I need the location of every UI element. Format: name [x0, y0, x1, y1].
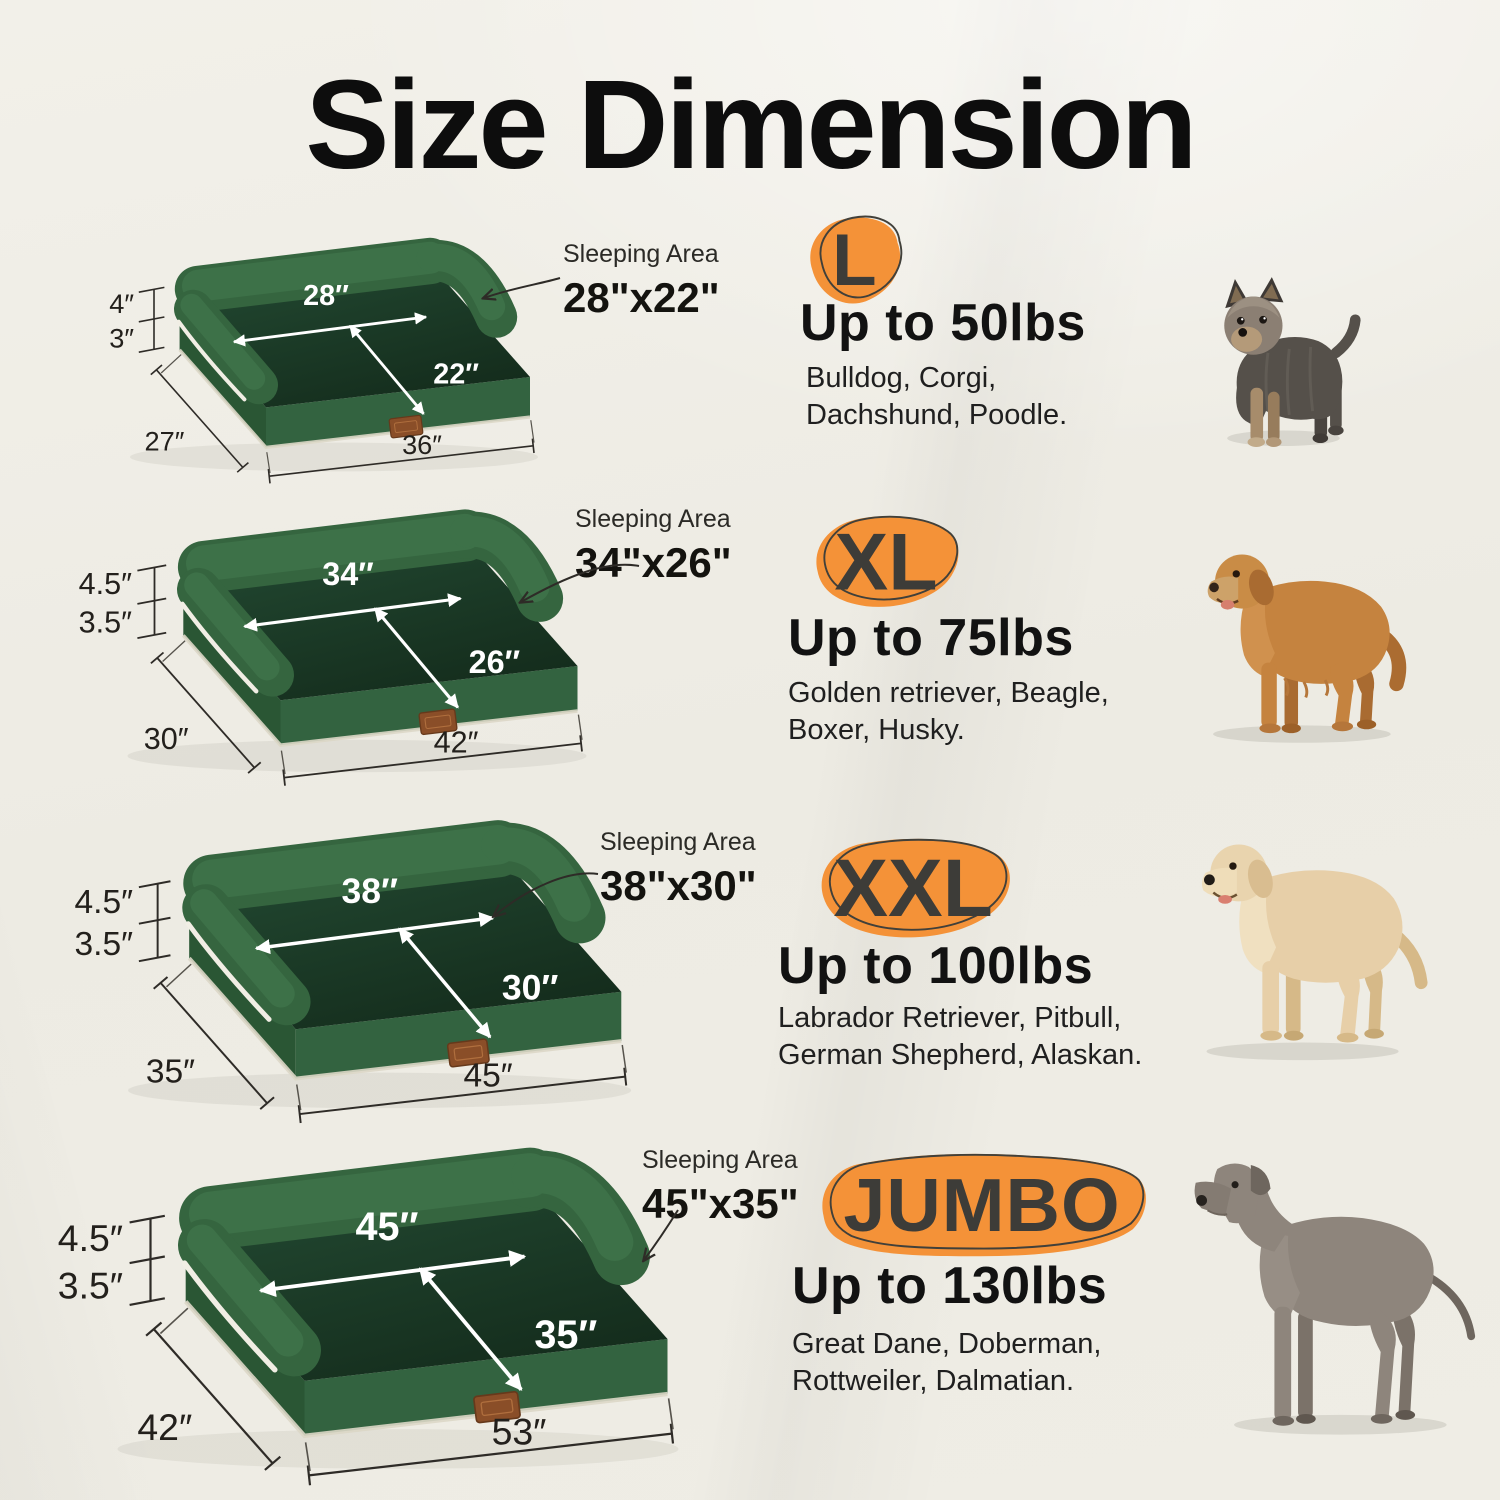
dim-base-height-label: 3.5″	[79, 606, 133, 640]
callout-arrow-icon	[513, 563, 640, 612]
dim-surface-width-label: 38″	[341, 871, 397, 911]
sleeping-area-value: 34"x26"	[575, 539, 732, 586]
breed-list: Golden retriever, Beagle, Boxer, Husky.	[788, 677, 1109, 746]
dim-outer-width-label: 45″	[464, 1057, 513, 1094]
dim-surface-width-label: 34″	[322, 556, 374, 592]
dim-base-height-label: 3.5″	[58, 1264, 123, 1306]
size-badge-xl-label: XL	[834, 517, 937, 607]
page-title: Size Dimension	[305, 54, 1197, 195]
dim-bolster-height-label: 4″	[109, 288, 134, 319]
dim-outer-depth-label: 27″	[144, 426, 184, 457]
dim-surface-depth-label: 35″	[534, 1313, 597, 1357]
dim-surface-width-label: 28″	[303, 280, 349, 312]
weight-limit: Up to 130lbs	[792, 1257, 1108, 1315]
callout-arrow-icon	[486, 872, 599, 924]
dim-base-height-label: 3″	[109, 322, 134, 353]
dim-bolster-height-label: 4.5″	[58, 1217, 123, 1259]
breed-list: Bulldog, Corgi, Dachshund, Poodle.	[806, 362, 1068, 431]
dim-outer-depth-label: 42″	[137, 1406, 192, 1448]
sleeping-area-callout: Sleeping Area 38"x30"	[600, 828, 757, 910]
golden-retriever-photo	[1207, 554, 1407, 743]
size-badge-xl: XL	[816, 515, 959, 607]
sleeping-area-value: 28"x22"	[563, 274, 720, 321]
size-badge-xxl: XXL	[821, 838, 1010, 938]
yorkshire-terrier-photo	[1224, 277, 1361, 447]
size-badge-l: L	[810, 215, 903, 304]
size-badge-xxl-label: XXL	[833, 843, 992, 934]
weight-limit: Up to 75lbs	[788, 609, 1074, 667]
great-dane-photo	[1194, 1163, 1476, 1435]
sleeping-area-callout: Sleeping Area 45"x35"	[642, 1146, 799, 1228]
size-badge-jumbo: JUMBO	[822, 1153, 1146, 1257]
dim-outer-width-label: 53″	[492, 1411, 547, 1453]
dog-bed-illustration: 28″ 22″ 4″ 3″ 27″ 36″	[0, 185, 630, 481]
dim-outer-depth-label: 30″	[144, 722, 189, 756]
sleeping-area-label: Sleeping Area	[642, 1146, 798, 1174]
dim-outer-width-label: 42″	[434, 725, 479, 759]
sleeping-area-callout: Sleeping Area 28"x22"	[563, 240, 720, 322]
callout-arrow-icon	[638, 1209, 679, 1266]
sleeping-area-label: Sleeping Area	[600, 828, 756, 856]
sleeping-area-value: 45"x35"	[642, 1180, 799, 1227]
dog-bed-illustration: 34″ 26″ 4.5″ 3.5″ 30″ 42″	[79, 450, 690, 783]
dim-surface-depth-label: 30″	[502, 968, 559, 1008]
sleeping-area-callout: Sleeping Area 34"x26"	[575, 505, 732, 587]
size-badge-l-label: L	[832, 220, 877, 301]
breed-list: Labrador Retriever, Pitbull, German Shep…	[778, 1002, 1143, 1071]
dim-bolster-height-label: 4.5″	[74, 884, 133, 921]
weight-limit: Up to 100lbs	[778, 937, 1094, 995]
dim-surface-width-label: 45″	[355, 1205, 418, 1249]
dim-bolster-height-label: 4.5″	[79, 567, 133, 601]
weight-limit: Up to 50lbs	[800, 294, 1086, 352]
dim-surface-depth-label: 26″	[469, 644, 521, 680]
size-badge-jumbo-label: JUMBO	[843, 1163, 1120, 1247]
dim-base-height-label: 3.5″	[74, 926, 133, 963]
labrador-retriever-photo	[1201, 844, 1428, 1061]
dim-outer-depth-label: 35″	[146, 1054, 195, 1091]
sleeping-area-label: Sleeping Area	[563, 240, 719, 268]
dim-outer-width-label: 36″	[402, 429, 442, 460]
dog-bed-illustration: 38″ 30″ 4.5″ 3.5″ 35″ 45″	[74, 755, 745, 1120]
dim-surface-depth-label: 22″	[433, 358, 479, 390]
sleeping-area-label: Sleeping Area	[575, 505, 731, 533]
sleeping-area-value: 38"x30"	[600, 862, 757, 909]
dog-bed-illustration: 45″ 35″ 4.5″ 3.5″ 42″ 53″	[58, 1075, 805, 1482]
breed-list: Great Dane, Doberman, Rottweiler, Dalmat…	[792, 1328, 1102, 1397]
callout-arrow-icon	[476, 277, 561, 308]
